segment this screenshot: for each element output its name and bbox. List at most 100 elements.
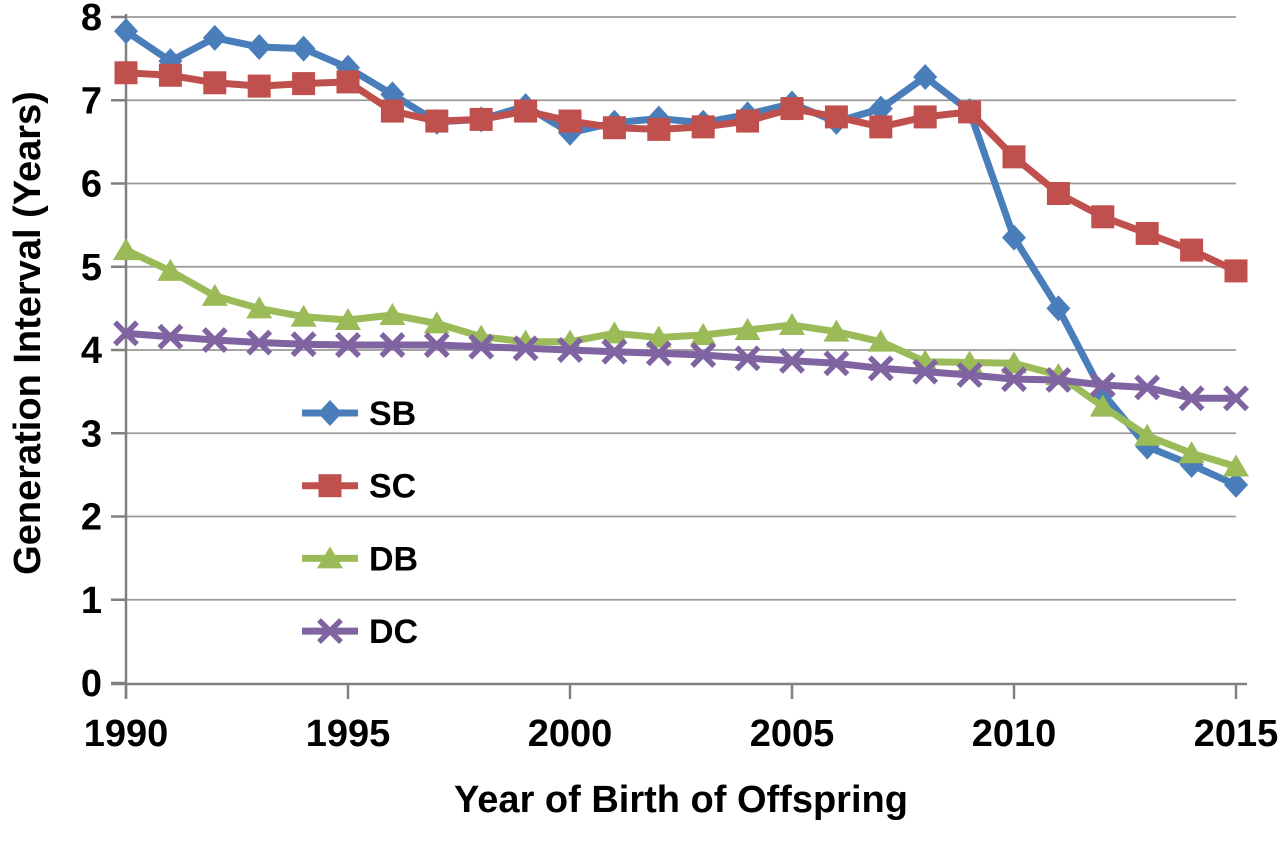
legend-item-DB: DB: [302, 540, 418, 578]
data-point-SB-1993: [247, 33, 272, 60]
x-tick-label-2015: 2015: [1194, 713, 1279, 755]
data-point-DB-2005: [779, 313, 805, 336]
series-line-SB: [122, 27, 1240, 489]
data-point-SB-1994: [291, 35, 316, 62]
data-point-DB-1991: [157, 258, 184, 281]
data-point-DC-2006: [823, 350, 850, 377]
data-point-DC-1993: [246, 329, 273, 356]
legend-label-DB: DB: [369, 540, 418, 578]
data-point-SC-1996: [380, 99, 404, 123]
legend-label-SC: SC: [369, 468, 416, 506]
data-point-DC-1998: [468, 333, 495, 360]
data-point-SC-1993: [247, 74, 271, 98]
data-point-DC-2008: [912, 358, 939, 385]
data-point-SC-2014: [1180, 238, 1204, 262]
data-point-SC-1997: [425, 109, 449, 133]
y-axis-title: Generation Interval (Years): [7, 91, 49, 575]
data-point-SC-2000: [558, 109, 582, 133]
legend-item-SC: SC: [302, 468, 416, 506]
data-point-DB-1993: [246, 296, 273, 319]
data-point-DC-2001: [601, 338, 628, 365]
data-point-DC-1990: [113, 320, 139, 347]
data-point-DB-2010: [1001, 351, 1027, 374]
data-point-DB-1996: [379, 303, 406, 326]
data-point-SC-2009: [958, 100, 982, 124]
data-point-DC-2000: [557, 337, 583, 363]
data-point-SB-2008: [913, 63, 938, 90]
x-tick-label-1995: 1995: [306, 713, 391, 755]
data-point-DC-1997: [423, 332, 450, 358]
data-point-SB-2007: [868, 95, 893, 122]
data-point-SC-2008: [913, 105, 937, 129]
data-point-DC-2014: [1178, 385, 1205, 412]
data-point-SC-2010: [1002, 145, 1026, 169]
data-point-DB-2002: [645, 325, 672, 348]
legend-item-SB: SB: [302, 395, 416, 433]
data-point-SC-2001: [602, 116, 626, 140]
data-point-DC-2003: [690, 342, 717, 368]
data-point-SC-2015: [1224, 259, 1248, 283]
data-point-SC-2005: [780, 97, 804, 121]
data-point-SB-1992: [202, 24, 227, 51]
data-point-DC-2004: [734, 345, 761, 372]
series-SB: [114, 18, 1248, 498]
x-tick-label-1990: 1990: [84, 713, 169, 755]
data-point-DB-2015: [1223, 454, 1249, 477]
data-point-DB-1997: [423, 311, 450, 334]
data-point-DB-2001: [601, 321, 628, 344]
data-point-DC-2007: [867, 355, 894, 382]
data-point-DB-2004: [734, 318, 761, 341]
data-point-SC-2013: [1135, 221, 1159, 245]
data-point-DB-1990: [113, 238, 139, 261]
legend-label-SB: SB: [369, 395, 416, 433]
data-point-DB-2003: [690, 323, 717, 346]
data-point-SC-2004: [736, 109, 760, 133]
data-point-DC-1999: [512, 335, 539, 362]
series-line-DC: [122, 329, 1240, 402]
data-point-SB-1990: [114, 18, 138, 45]
data-point-DC-2002: [645, 340, 672, 367]
y-tick-label-7: 7: [81, 80, 102, 122]
legend-x-icon: [317, 618, 343, 645]
data-point-DB-1994: [290, 304, 317, 327]
x-tick-label-2000: 2000: [528, 713, 613, 755]
legend: SB SC DB DC: [302, 395, 418, 651]
data-point-SC-2007: [869, 115, 893, 139]
data-point-SC-2003: [691, 115, 715, 139]
data-point-DC-1992: [201, 327, 228, 353]
y-tick-label-3: 3: [81, 413, 102, 455]
data-point-SC-1992: [203, 71, 227, 95]
axes: 0 1 2 3 4 5 6 7 8 1990 1995 2000 2005 2010 2015: [81, 0, 1278, 755]
x-axis-title: Year of Birth of Offspring: [454, 779, 908, 821]
data-point-DC-2009: [956, 362, 983, 388]
y-tick-label-0: 0: [81, 663, 102, 705]
data-series: [113, 18, 1249, 498]
data-point-DB-2013: [1134, 423, 1161, 446]
data-point-DC-1996: [379, 332, 406, 358]
legend-triangle-icon: [317, 546, 343, 569]
data-point-DB-2014: [1178, 441, 1205, 464]
data-point-SB-2015: [1224, 471, 1248, 498]
data-point-DB-1992: [201, 283, 228, 306]
x-tick-label-2005: 2005: [750, 713, 835, 755]
data-point-SC-2002: [647, 117, 671, 141]
data-point-SC-1995: [336, 70, 360, 94]
data-point-SC-2006: [824, 105, 848, 129]
legend-diamond-icon: [318, 400, 342, 426]
data-point-SB-2011: [1046, 295, 1071, 322]
data-point-SC-1999: [514, 99, 538, 123]
data-point-SC-2012: [1091, 205, 1115, 229]
data-point-DB-2006: [823, 319, 850, 342]
y-tick-label-4: 4: [81, 330, 102, 372]
series-line-SC: [122, 69, 1240, 275]
data-point-SC-1994: [292, 72, 316, 96]
data-point-DC-2015: [1223, 385, 1249, 412]
data-point-DB-2012: [1089, 394, 1116, 417]
data-point-SC-1990: [114, 61, 138, 85]
data-point-DC-2013: [1134, 374, 1161, 401]
data-point-DC-2012: [1089, 372, 1116, 398]
legend-square-icon: [318, 474, 342, 498]
data-point-DC-2010: [1001, 366, 1027, 393]
data-point-DC-1995: [335, 332, 361, 358]
